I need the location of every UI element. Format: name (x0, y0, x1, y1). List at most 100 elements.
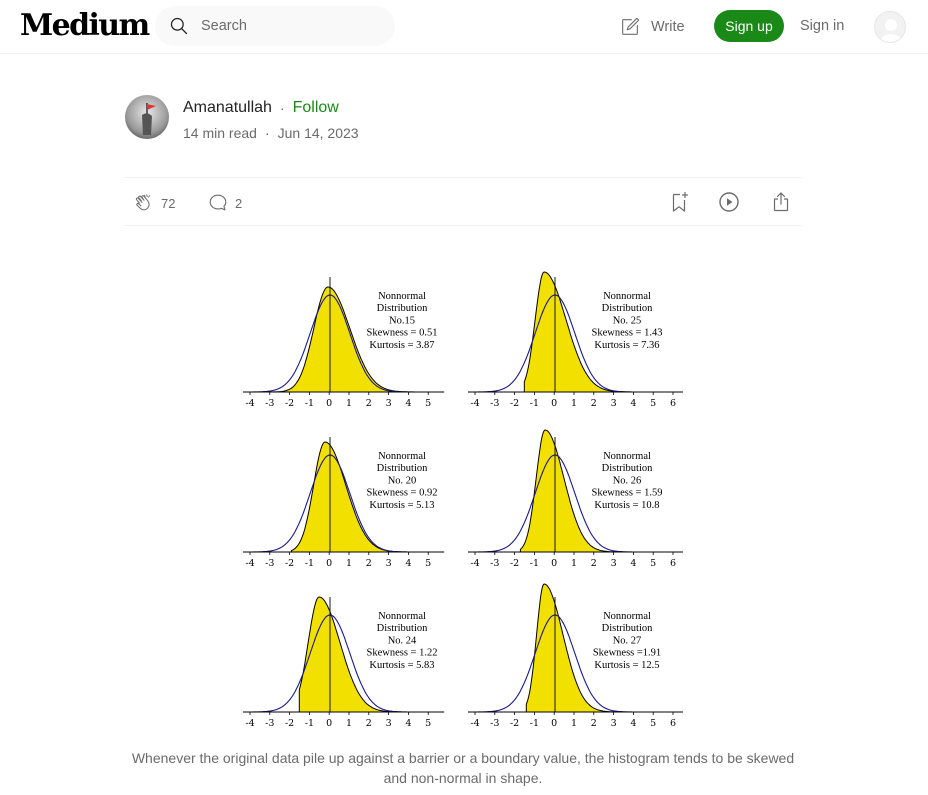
panel-label-line: Nonnormal (603, 291, 651, 302)
author-name[interactable]: Amanatullah (183, 99, 272, 116)
x-tick-label: 5 (650, 398, 656, 409)
x-tick-label: 3 (386, 718, 392, 729)
x-tick-label: -3 (265, 718, 274, 729)
x-tick-label: 2 (366, 398, 372, 409)
share-icon[interactable] (769, 190, 793, 214)
panel-label-line: Nonnormal (603, 451, 651, 462)
x-tick-label: -4 (470, 718, 479, 729)
x-tick-label: 6 (670, 718, 676, 729)
x-tick-label: -1 (530, 558, 539, 569)
signin-link[interactable]: Sign in (800, 18, 845, 34)
x-tick-label: 0 (326, 558, 332, 569)
distribution-panel: -4 -3 -2 -1 0 1 2 3 4 5 6 NonnormalDistributionNo. … (468, 429, 683, 569)
x-tick-label: -4 (470, 398, 479, 409)
x-tick-label: 1 (571, 558, 577, 569)
panel-label-line: Nonnormal (378, 291, 426, 302)
x-tick-label: -3 (265, 398, 274, 409)
x-tick-label: -1 (305, 718, 314, 729)
panel-label-line: Kurtosis = 12.5 (594, 660, 659, 671)
x-tick-label: 2 (366, 558, 372, 569)
panel-label-line: Skewness = 1.22 (367, 648, 438, 659)
clap-button[interactable]: 72 (133, 192, 175, 214)
x-tick-label: 0 (551, 398, 557, 409)
panel-label-line: Kurtosis = 5.83 (369, 660, 434, 671)
x-tick-label: 1 (571, 398, 577, 409)
x-tick-label: -2 (510, 558, 519, 569)
follow-button[interactable]: Follow (292, 99, 339, 116)
x-tick-label: 3 (611, 718, 617, 729)
x-tick-label: 4 (630, 718, 636, 729)
x-tick-label: 5 (425, 718, 431, 729)
x-tick-label: 2 (591, 718, 597, 729)
x-tick-label: 4 (630, 398, 636, 409)
article-action-bar: 72 2 (124, 177, 802, 226)
x-tick-label: 0 (326, 718, 332, 729)
author-avatar[interactable] (125, 95, 169, 139)
x-tick-label: -4 (245, 398, 254, 409)
panel-label-line: Kurtosis = 10.8 (594, 500, 659, 511)
panel-label-line: No. 27 (613, 635, 642, 646)
panel-label-line: Distribution (602, 623, 654, 634)
play-icon[interactable] (717, 190, 741, 214)
panel-label-line: Skewness = 0.92 (367, 488, 438, 499)
distribution-figure: -4 -3 -2 -1 0 1 2 3 4 5NonnormalDistributionNo.15… (243, 271, 683, 729)
x-tick-label: 2 (591, 398, 597, 409)
x-tick-label: -3 (490, 558, 499, 569)
panel-label-line: Kurtosis = 3.87 (369, 340, 434, 351)
bookmark-add-icon[interactable] (667, 190, 691, 214)
panel-label-line: No. 24 (388, 635, 417, 646)
search-box[interactable] (155, 6, 395, 46)
x-tick-label: -3 (490, 398, 499, 409)
panel-label-line: No.15 (389, 315, 415, 326)
x-tick-label: -2 (285, 718, 294, 729)
x-tick-label: 2 (366, 718, 372, 729)
panel-label-line: Distribution (377, 623, 429, 634)
x-tick-label: 5 (650, 558, 656, 569)
panel-label-line: Nonnormal (378, 611, 426, 622)
panel-label-line: Distribution (377, 463, 429, 474)
separator-dot: · (264, 125, 270, 141)
x-tick-label: 0 (551, 558, 557, 569)
x-tick-label: -1 (305, 398, 314, 409)
comment-icon (209, 194, 227, 211)
x-tick-label: 3 (386, 558, 392, 569)
x-tick-label: 0 (551, 718, 557, 729)
x-tick-label: 1 (346, 558, 352, 569)
x-tick-label: 5 (650, 718, 656, 729)
x-tick-label: 4 (405, 398, 411, 409)
x-tick-label: 4 (405, 718, 411, 729)
responses-button[interactable]: 2 (207, 192, 242, 214)
separator-dot: · (279, 100, 285, 116)
author-line: Amanatullah · Follow (183, 99, 339, 117)
x-tick-label: 6 (670, 558, 676, 569)
signup-button[interactable]: Sign up (714, 10, 784, 42)
panel-label-line: Skewness =1.91 (593, 648, 661, 659)
panel-label-line: Distribution (602, 463, 654, 474)
x-tick-label: 5 (425, 558, 431, 569)
panel-label-line: Skewness = 1.43 (592, 328, 663, 339)
distribution-panel: -4 -3 -2 -1 0 1 2 3 4 5 NonnormalDistributionNo.15… (243, 277, 445, 409)
x-tick-label: 4 (405, 558, 411, 569)
panel-label-line: No. 25 (613, 315, 642, 326)
user-avatar-button[interactable] (874, 11, 906, 43)
x-tick-label: 6 (670, 398, 676, 409)
search-input[interactable] (201, 6, 381, 46)
x-tick-label: 1 (346, 398, 352, 409)
x-tick-label: 3 (386, 398, 392, 409)
clap-count: 72 (161, 195, 176, 211)
read-time: 14 min read (183, 125, 257, 141)
x-tick-label: -3 (265, 558, 274, 569)
x-tick-label: 3 (611, 558, 617, 569)
write-button[interactable]: Write (619, 15, 685, 39)
panel-label-line: No. 26 (613, 475, 642, 486)
x-tick-label: -4 (245, 718, 254, 729)
medium-logo[interactable]: Medium (20, 8, 150, 43)
panel-label-line: Kurtosis = 7.36 (594, 340, 659, 351)
x-tick-label: 1 (571, 718, 577, 729)
response-count: 2 (235, 195, 243, 211)
x-tick-label: -1 (530, 718, 539, 729)
panel-label-line: Distribution (377, 303, 429, 314)
panel-label-line: Nonnormal (603, 611, 651, 622)
